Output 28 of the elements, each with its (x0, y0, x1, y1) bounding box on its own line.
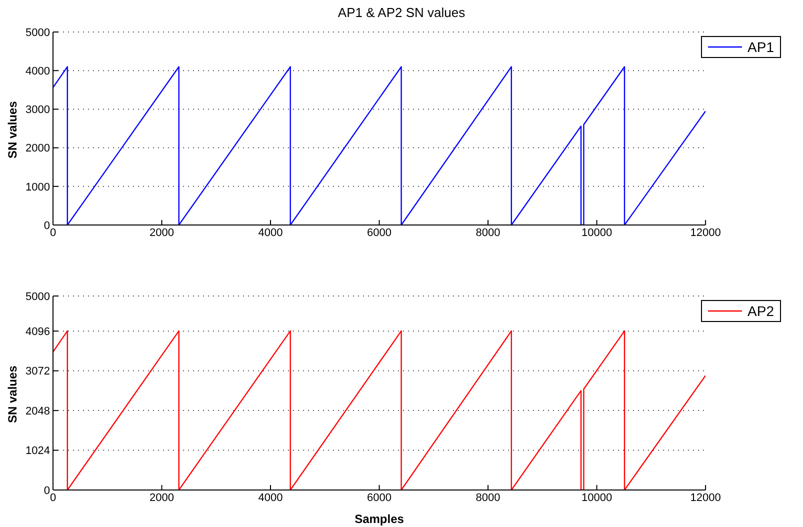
x-tick-label: 6000 (367, 226, 392, 239)
y-tick-label: 4096 (26, 326, 50, 338)
x-tick-label: 12000 (690, 226, 721, 239)
y-tick-label: 2000 (26, 142, 50, 155)
x-tick-label: 10000 (581, 492, 612, 504)
y-tick-label: 5000 (26, 26, 50, 39)
y-tick-label: 4000 (26, 66, 50, 78)
y-tick-label: 2048 (26, 405, 50, 418)
x-axis-title: Samples (354, 512, 404, 526)
legend-label: AP2 (748, 303, 774, 319)
x-tick-label: 10000 (581, 226, 612, 239)
chart-title: AP1 & AP2 SN values (336, 4, 466, 22)
x-tick-label: 4000 (258, 492, 283, 504)
x-tick-label: 4000 (258, 226, 283, 239)
y-tick-label: 1000 (26, 181, 50, 194)
y-tick-label: 3000 (26, 104, 50, 116)
y-tick-label: 1024 (26, 445, 50, 458)
y-tick-label: 3072 (26, 366, 50, 378)
y-axis-title: SN values (5, 365, 20, 423)
x-tick-label: 12000 (690, 492, 721, 504)
x-tick-label: 2000 (150, 226, 174, 239)
x-tick-label: 6000 (367, 492, 392, 504)
x-tick-label: 2000 (150, 492, 174, 504)
y-axis-title: SN values (5, 100, 20, 158)
legend-label: AP1 (748, 39, 774, 55)
x-tick-label: 8000 (476, 226, 500, 239)
y-tick-label: 5000 (26, 290, 50, 303)
x-tick-label: 8000 (476, 492, 500, 504)
